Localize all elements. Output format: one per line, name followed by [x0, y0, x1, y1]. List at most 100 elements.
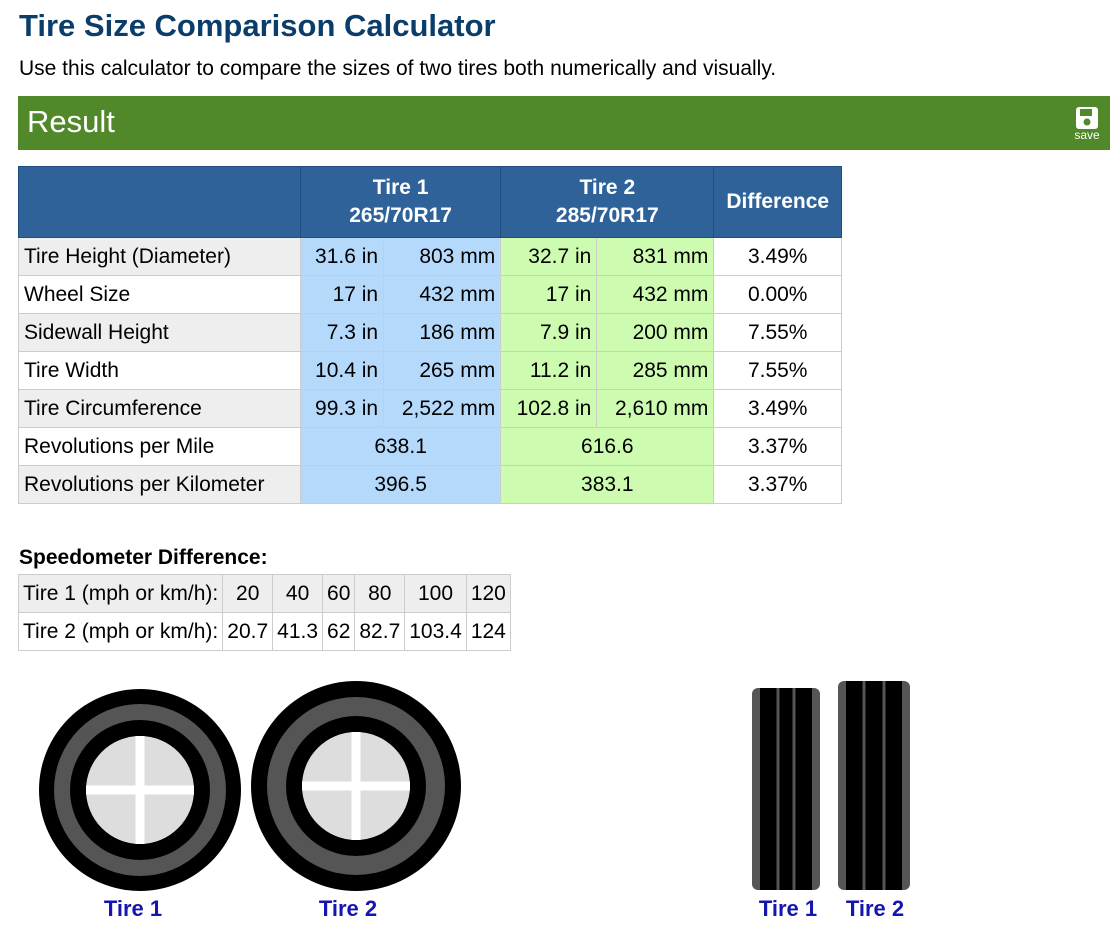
tire-visuals: Tire 1 Tire 2 Tire 1 Tire 2 [39, 681, 910, 921]
header-cell: Tire 1 265/70R17 [300, 166, 502, 238]
header-row: Tire 1 265/70R17 Tire 2 285/70R17 Differen… [17, 166, 842, 238]
table-row: Tire Height (Diameter) 31.6 in 803 mm 32.7 … [17, 237, 842, 276]
tire-front [39, 689, 241, 891]
row-label: Wheel Size [17, 275, 302, 314]
page-title: Tire Size Comparison Calculator [19, 8, 496, 43]
table-cell: 186 mm [383, 313, 502, 352]
table-cell: 285 mm [596, 351, 715, 390]
table-cell: 11.2 in [500, 351, 598, 390]
table-cell: 20.7 [222, 612, 274, 651]
table-body: Tire 1 (mph or km/h): 20 40 60 80 100 120 Tire … [17, 574, 511, 651]
table-cell: 616.6 [500, 427, 715, 466]
table-cell: 62 [322, 612, 356, 651]
tread [760, 688, 812, 890]
table-cell: 20 [222, 574, 274, 613]
table-cell: 2,522 mm [383, 389, 502, 428]
header-text: Tire 1 [372, 176, 429, 199]
tread [846, 681, 902, 890]
table-cell: 40 [272, 574, 324, 613]
table-cell: 3.49% [713, 237, 842, 276]
table-cell: 32.7 in [500, 237, 598, 276]
table-cell: 103.4 [404, 612, 467, 651]
table-cell: 2,610 mm [596, 389, 715, 428]
table-head: Tire 1 265/70R17 Tire 2 285/70R17 Differen… [17, 166, 842, 238]
hub [134, 784, 146, 796]
table-cell: 60 [322, 574, 356, 613]
table-cell: 7.3 in [300, 313, 385, 352]
table-cell: 99.3 in [300, 389, 385, 428]
table-cell: 124 [465, 612, 511, 651]
table-cell: 803 mm [383, 237, 502, 276]
tire-label: Tire 2 [846, 896, 904, 921]
table-cell: 396.5 [300, 465, 502, 504]
table-row: Tire 1 (mph or km/h): 20 40 60 80 100 120 [17, 574, 511, 613]
result-bar: Result save [18, 96, 1110, 150]
header-cell: Tire 2 285/70R17 [500, 166, 715, 238]
speedometer-title: Speedometer Difference: [19, 546, 268, 569]
page-subtitle: Use this calculator to compare the sizes… [19, 57, 777, 80]
table-cell: 3.37% [713, 427, 842, 466]
save-label: save [1074, 128, 1100, 142]
result-table: Tire 1 265/70R17 Tire 2 285/70R17 Differen… [17, 166, 842, 504]
table-cell: 383.1 [500, 465, 715, 504]
table-cell: 265 mm [383, 351, 502, 390]
table-cell: 831 mm [596, 237, 715, 276]
row-label: Tire Height (Diameter) [17, 237, 302, 276]
save-button[interactable]: save [1072, 106, 1102, 142]
table-cell: 102.8 in [500, 389, 598, 428]
grooves [862, 681, 886, 890]
tire-side [752, 688, 820, 890]
tire-front [251, 681, 461, 891]
row-label: Tire 2 (mph or km/h): [17, 612, 224, 651]
table-cell: 10.4 in [300, 351, 385, 390]
table-body: Tire Height (Diameter) 31.6 in 803 mm 32.7 … [17, 237, 842, 504]
header-text: 285/70R17 [555, 204, 659, 227]
row-label: Tire 1 (mph or km/h): [17, 574, 224, 613]
row-label: Tire Circumference [17, 389, 302, 428]
table-row: Wheel Size 17 in 432 mm 17 in 432 mm 0.00% [17, 275, 842, 314]
table-cell: 31.6 in [300, 237, 385, 276]
speedometer-table: Tire 1 (mph or km/h): 20 40 60 80 100 120 Tire … [17, 574, 511, 651]
table-cell: 200 mm [596, 313, 715, 352]
tire-side [838, 681, 910, 890]
table-cell: 7.55% [713, 351, 842, 390]
table-cell: 7.9 in [500, 313, 598, 352]
table-cell: 100 [404, 574, 467, 613]
table-row: Tire 2 (mph or km/h): 20.7 41.3 62 82.7 103.4… [17, 612, 511, 651]
result-title: Result [27, 104, 115, 139]
table-cell: 3.49% [713, 389, 842, 428]
grooves [776, 688, 796, 890]
row-label: Revolutions per Mile [17, 427, 302, 466]
table-cell: 17 in [500, 275, 598, 314]
hub [350, 780, 362, 792]
table-cell: 80 [354, 574, 406, 613]
table-cell: 432 mm [383, 275, 502, 314]
table-cell: 17 in [300, 275, 385, 314]
row-label: Revolutions per Kilometer [17, 465, 302, 504]
tire-label: Tire 1 [759, 896, 817, 921]
header-cell: Difference [713, 166, 842, 238]
table-row: Sidewall Height 7.3 in 186 mm 7.9 in 200 mm 7… [17, 313, 842, 352]
table-row: Tire Width 10.4 in 265 mm 11.2 in 285 mm 7.55… [17, 351, 842, 390]
table-cell: 3.37% [713, 465, 842, 504]
table-cell: 7.55% [713, 313, 842, 352]
header-cell [17, 166, 302, 238]
table-row: Revolutions per Kilometer 396.5 383.1 3.37% [17, 465, 842, 504]
tire-label: Tire 2 [319, 896, 377, 921]
table-cell: 41.3 [272, 612, 324, 651]
row-label: Tire Width [17, 351, 302, 390]
save-icon [1076, 107, 1098, 129]
row-label: Sidewall Height [17, 313, 302, 352]
table-cell: 120 [465, 574, 511, 613]
header-text: Tire 2 [579, 176, 636, 199]
tire-label: Tire 1 [104, 896, 162, 921]
table-cell: 638.1 [300, 427, 502, 466]
disk-label [1080, 109, 1092, 116]
header-text: 265/70R17 [349, 204, 452, 227]
table-cell: 0.00% [713, 275, 842, 314]
table-row: Tire Circumference 99.3 in 2,522 mm 102.8 i… [17, 389, 842, 428]
table-cell: 432 mm [596, 275, 715, 314]
table-cell: 82.7 [354, 612, 406, 651]
